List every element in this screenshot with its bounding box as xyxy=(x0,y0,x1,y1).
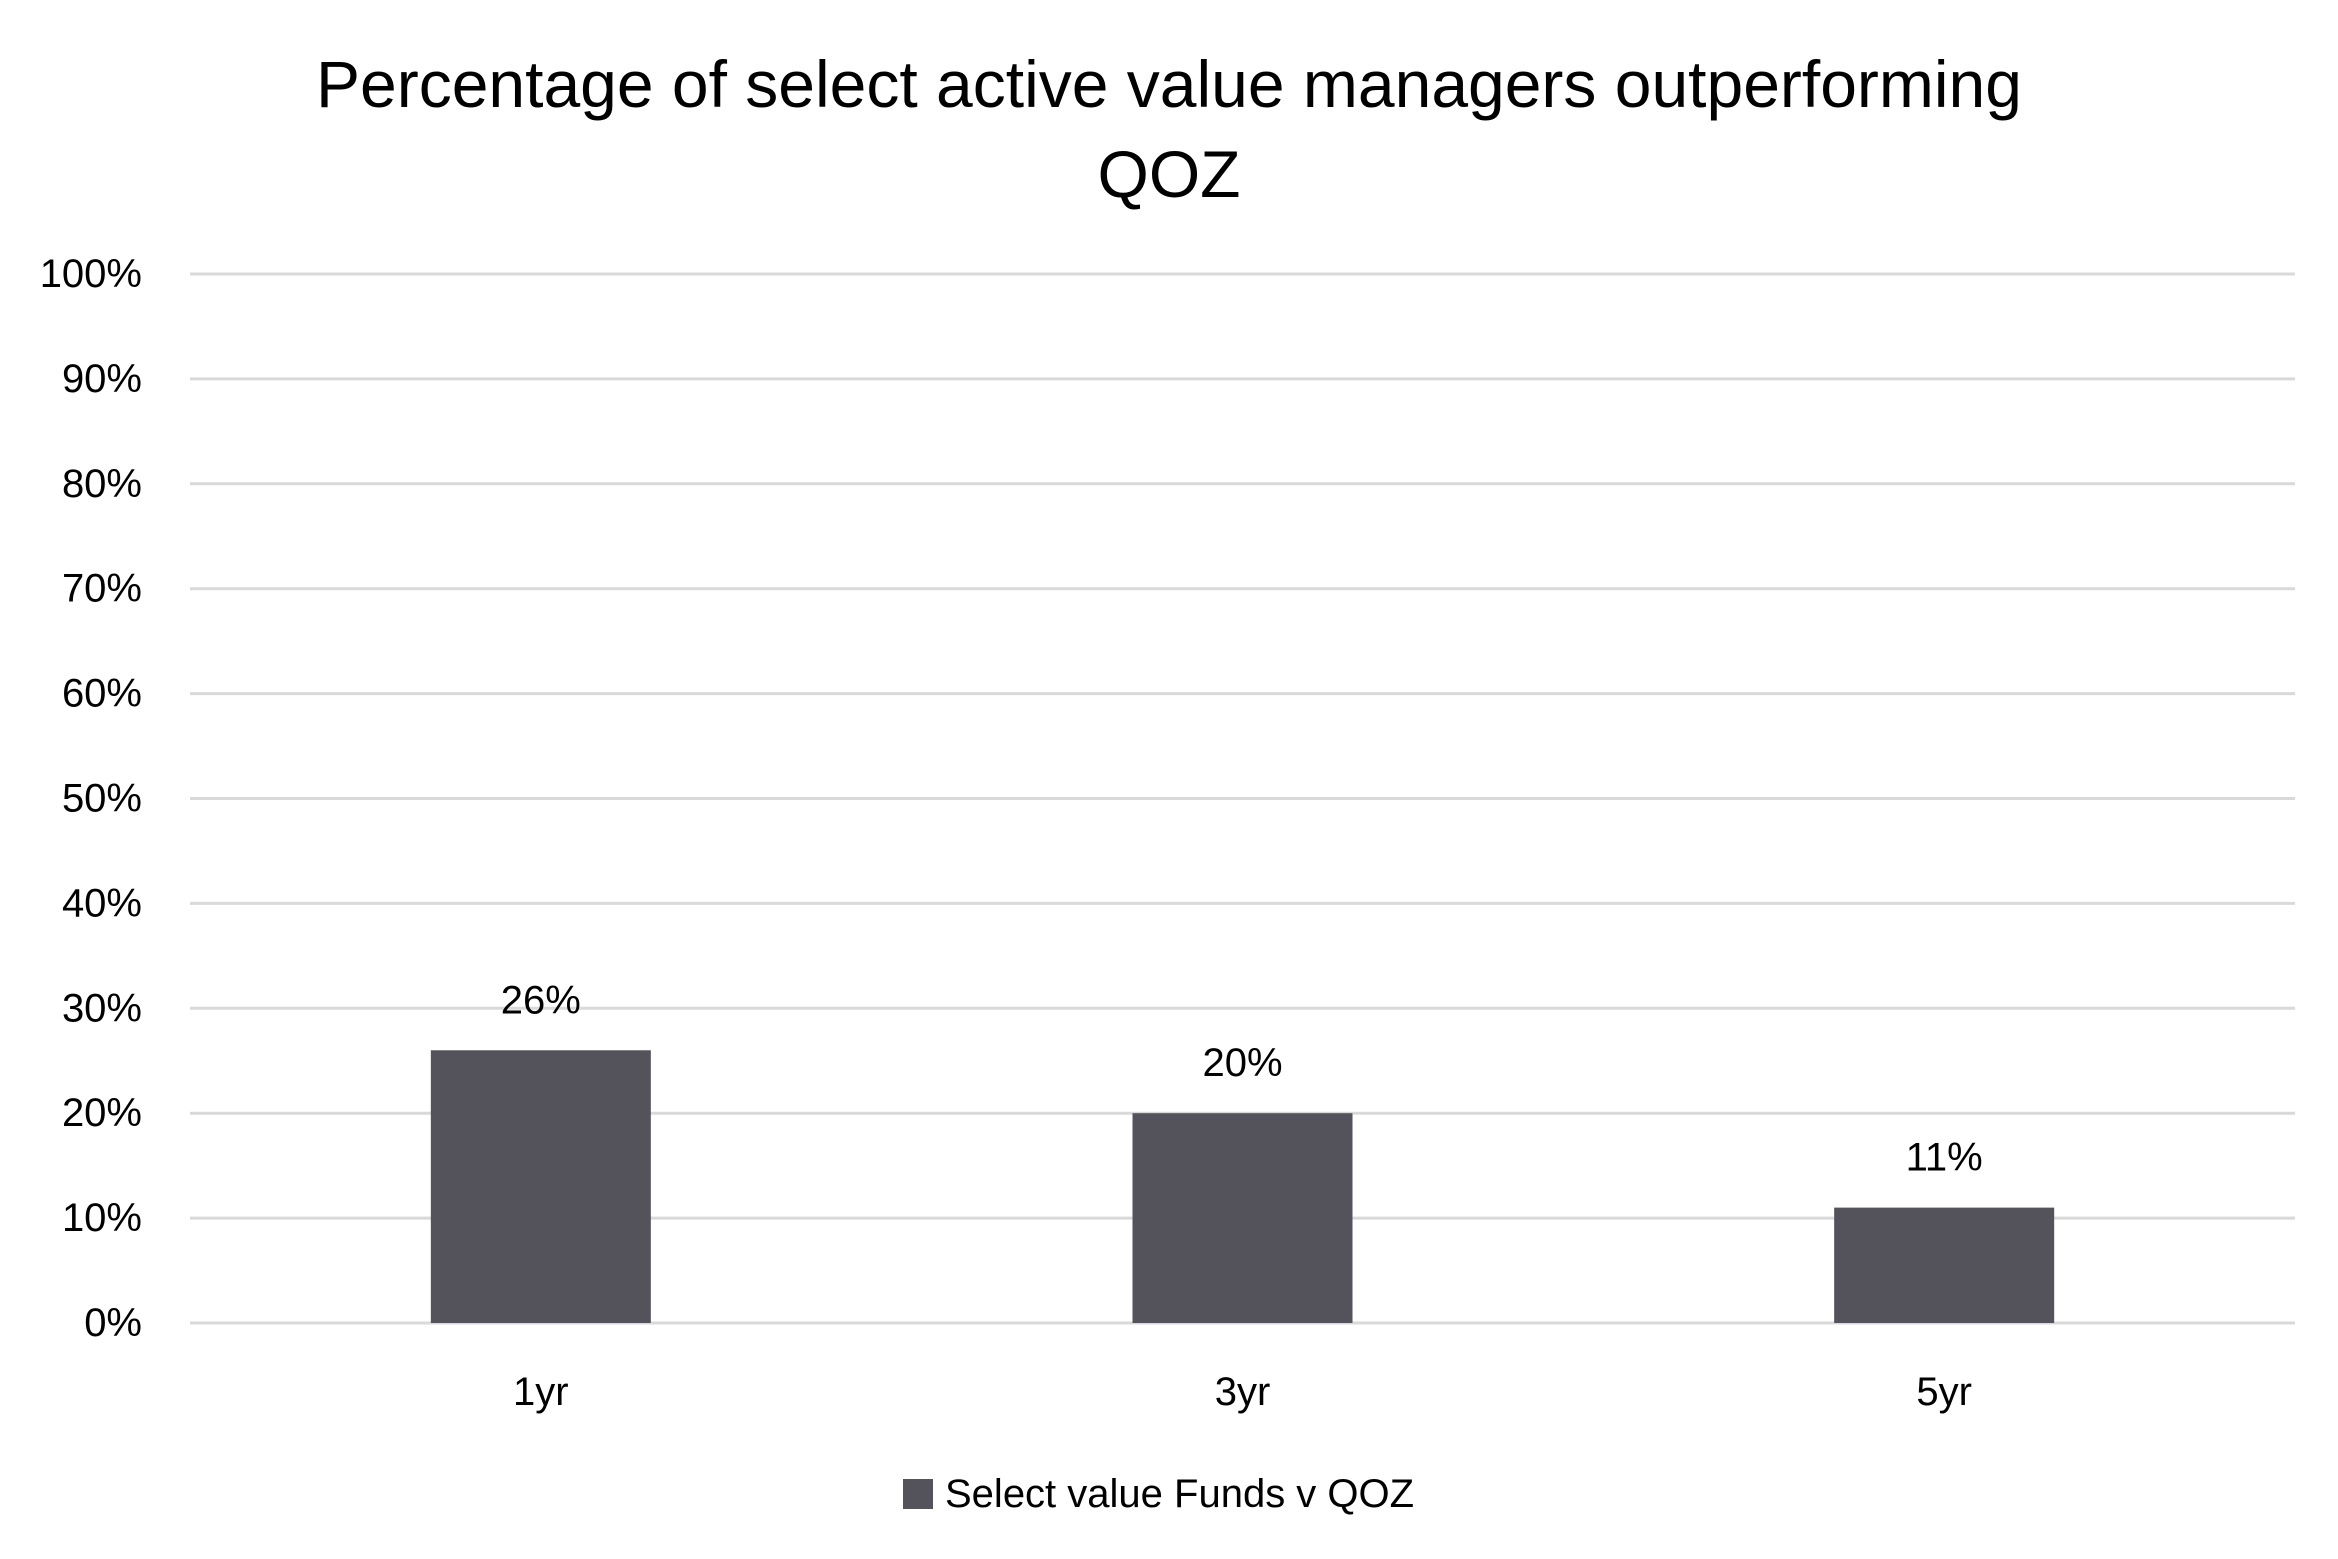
y-tick-label-60: 60% xyxy=(62,672,142,716)
y-tick-label-50: 50% xyxy=(62,777,142,821)
y-tick-label-80: 80% xyxy=(62,462,142,506)
y-tick-label-0: 0% xyxy=(84,1301,142,1345)
legend-label: Select value Funds v QOZ xyxy=(945,1472,1414,1516)
x-tick-label-1yr: 1yr xyxy=(513,1370,569,1414)
y-tick-label-100: 100% xyxy=(40,252,142,296)
data-label-3yr: 20% xyxy=(1202,1041,1282,1085)
x-tick-label-5yr: 5yr xyxy=(1916,1370,1972,1414)
chart-title-line-2: QOZ xyxy=(1097,137,1241,211)
data-label-5yr: 11% xyxy=(1906,1136,1983,1180)
bar-1yr xyxy=(430,1050,651,1323)
legend-swatch xyxy=(903,1479,933,1509)
y-tick-label-70: 70% xyxy=(62,567,142,611)
y-tick-label-10: 10% xyxy=(62,1196,142,1240)
bar-5yr xyxy=(1834,1207,2055,1323)
y-tick-label-90: 90% xyxy=(62,357,142,401)
y-tick-label-40: 40% xyxy=(62,881,142,925)
chart-title-line-1: Percentage of select active value manage… xyxy=(316,47,2022,121)
y-tick-label-30: 30% xyxy=(62,986,142,1030)
x-tick-label-3yr: 3yr xyxy=(1215,1370,1271,1414)
bar-3yr xyxy=(1132,1113,1353,1323)
data-label-1yr: 26% xyxy=(501,978,581,1022)
y-tick-label-20: 20% xyxy=(62,1091,142,1135)
